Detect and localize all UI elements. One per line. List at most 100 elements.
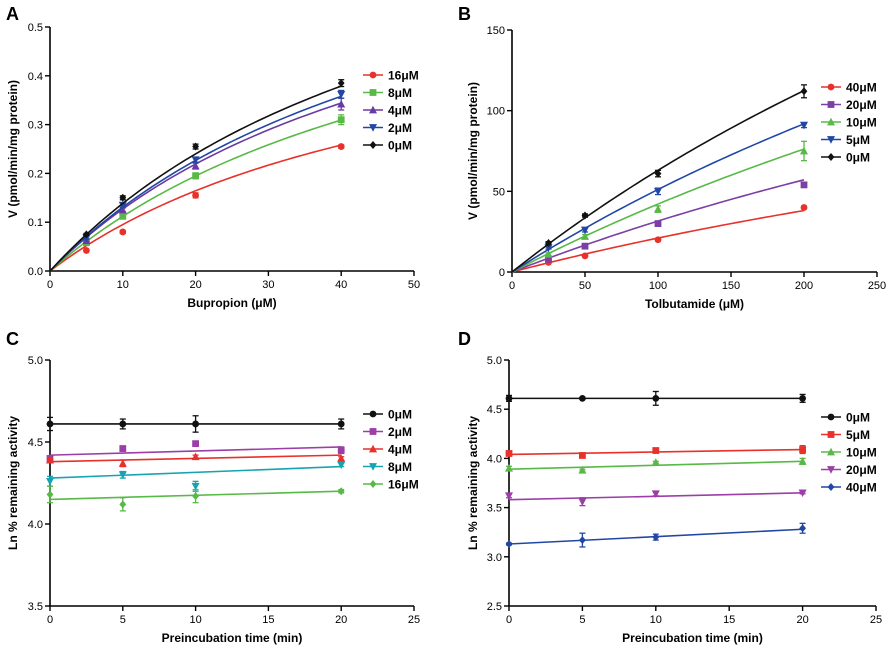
chart-c-series-2-point: [191, 452, 200, 461]
chart-c-series-0-point: [46, 420, 54, 428]
chart-c-series-0-point: [119, 420, 127, 428]
chart-a-series-0-point: [337, 143, 345, 150]
chart-c-legend-label-2: 4μM: [388, 443, 412, 457]
chart-b-y-tick-label: 50: [493, 186, 505, 198]
chart-c-series-3-fit-line: [49, 465, 342, 479]
chart-a-series-4-fit-curve: [49, 85, 342, 272]
chart-d-y-tick-label: 5.0: [487, 355, 502, 367]
chart-d-series-4-point: [505, 540, 513, 549]
chart-c-series-1-point: [192, 440, 199, 448]
chart-d-series-4-point: [579, 536, 586, 545]
chart-d-series-1-point: [799, 446, 806, 453]
chart-a-series-1-point: [119, 212, 127, 220]
chart-a-series-4-point: [337, 79, 345, 88]
chart-b-legend-marker-0: [827, 83, 835, 91]
chart-c-series-3-point: [46, 477, 54, 486]
chart-b-legend-label-4: 0μM: [846, 151, 870, 165]
chart-c-legend-label-0: 0μM: [388, 408, 412, 422]
chart-b-y-label: V (pmol/min/mg protein): [466, 82, 480, 220]
chart-c-legend-label-1: 2μM: [388, 425, 412, 439]
chart-b-series-4-point: [654, 169, 662, 178]
chart-c-series-0-point: [337, 420, 345, 428]
chart-d-series-3-point: [651, 490, 660, 499]
chart-b-y-tick-label: 0: [499, 267, 505, 279]
chart-d-legend-marker-4: [827, 483, 835, 491]
chart-c-series-4-point: [337, 487, 345, 496]
chart-d-y-tick-label: 4.0: [487, 453, 502, 465]
chart-c-legend-label-3: 8μM: [388, 460, 412, 474]
chart-b-series-4-point: [581, 211, 589, 220]
chart-c-series-1-point: [119, 445, 127, 452]
chart-a-series-0-point: [192, 191, 200, 199]
chart-b-series-0-point: [800, 204, 808, 211]
chart-a-legend-marker-4: [369, 141, 377, 149]
chart-d-x-label: Preincubation time (min): [622, 631, 763, 645]
chart-d-series-0-point: [652, 394, 660, 402]
chart-c-series-4-point: [119, 500, 127, 509]
chart-d-series-3-point: [578, 498, 587, 506]
chart-d-legend-marker-3: [827, 466, 835, 474]
chart-a-y-tick-label: 0.4: [28, 71, 43, 83]
chart-a-series-0-fit-curve: [49, 144, 342, 272]
chart-d-y-tick-label: 4.5: [487, 404, 502, 416]
chart-b-legend-label-3: 5μM: [846, 133, 870, 147]
chart-a-series-1-point: [192, 172, 199, 180]
chart-d-series-1-point: [652, 447, 660, 454]
chart-b-legend-marker-2: [827, 117, 835, 126]
chart-c-series-2-point: [118, 459, 127, 467]
chart-a-x-tick-label: 10: [117, 279, 129, 291]
chart-c-series-3-point: [118, 471, 127, 479]
panel-label-a: A: [6, 4, 19, 24]
chart-d-x-tick-label: 10: [650, 614, 662, 626]
chart-a-series-2-fit-curve: [49, 102, 342, 272]
chart-a-y-tick-label: 0.5: [28, 22, 43, 34]
chart-c-series-3-point: [191, 482, 200, 491]
chart-a-series-3-point: [337, 90, 346, 99]
chart-b-y-tick-label: 150: [487, 25, 505, 37]
chart-a-legend-label-1: 8μM: [388, 86, 412, 100]
chart-b-series-3-point: [654, 187, 662, 196]
chart-c-legend-marker-0: [369, 410, 377, 418]
chart-a-series-0-point: [119, 228, 127, 236]
chart-c-x-tick-label: 0: [47, 614, 53, 626]
chart-b-series-0-point: [654, 236, 662, 244]
chart-c-y-tick-label: 5.0: [28, 355, 43, 367]
panel-label-b: B: [458, 4, 471, 24]
chart-a-legend-marker-3: [369, 124, 377, 132]
chart-a-y-tick-label: 0.3: [28, 120, 43, 132]
chart-b-x-tick-label: 200: [795, 280, 813, 292]
chart-c-series-1-point: [337, 446, 345, 454]
chart-c-x-tick-label: 25: [408, 614, 420, 626]
panel-label-c: C: [6, 329, 19, 349]
chart-b-series-4-point: [800, 87, 808, 96]
chart-c-series-2-point: [46, 455, 54, 464]
chart-c-y-tick-label: 4.5: [28, 437, 43, 449]
chart-a-series-0-point: [83, 247, 90, 254]
chart-d-series-0-point: [505, 394, 513, 402]
chart-b-legend-marker-3: [827, 136, 835, 144]
chart-d-series-2-point: [651, 458, 660, 466]
chart-b-series-2-point: [654, 204, 662, 213]
chart-d-legend-marker-1: [827, 431, 835, 438]
chart-d-series-0-point: [799, 394, 806, 402]
chart-b-series-1-point: [800, 181, 808, 189]
chart-b-x-tick-label: 100: [649, 280, 667, 292]
chart-d-series-2-point: [798, 457, 807, 465]
chart-c-x-tick-label: 5: [120, 614, 126, 626]
chart-d-legend-label-0: 0μM: [846, 411, 870, 425]
chart-a-series-2-point: [337, 99, 346, 108]
chart-d-series-4-point: [799, 524, 806, 533]
chart-a-x-label: Bupropion (μM): [187, 296, 276, 310]
chart-a-series-2-point: [118, 205, 127, 214]
chart-b-series-0-point: [581, 252, 589, 260]
chart-b-series-4-point: [545, 238, 552, 247]
chart-a-y-tick-label: 0.1: [28, 217, 43, 229]
chart-a-series-4-point: [192, 142, 199, 151]
chart-b-series-2-point: [800, 146, 808, 155]
chart-d-series-3-point: [798, 489, 807, 498]
chart-d-y-tick-label: 3.0: [487, 552, 502, 564]
chart-c-legend-marker-4: [369, 480, 377, 488]
chart-a-series-4-point: [119, 193, 127, 202]
chart-d-x-tick-label: 5: [579, 614, 585, 626]
chart-b-x-tick-label: 0: [509, 280, 515, 292]
